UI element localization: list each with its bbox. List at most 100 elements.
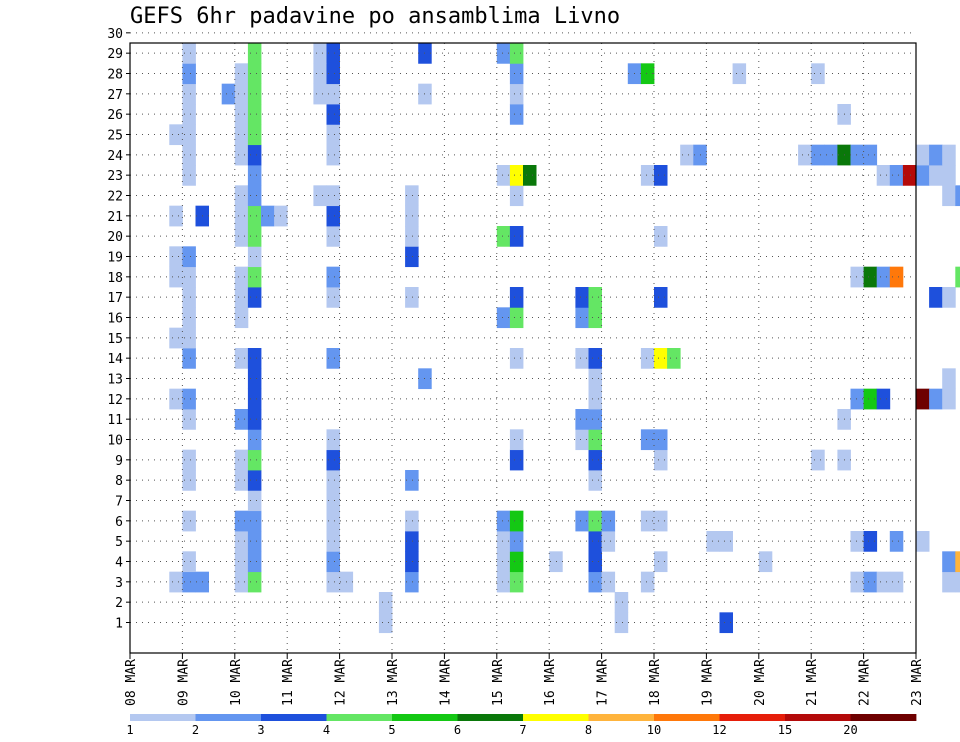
y-tick-label: 5 [115,535,123,550]
heatmap-cell [234,205,249,227]
heatmap-cell [667,348,681,369]
y-tick-label: 17 [107,291,123,306]
heatmap-cell [509,226,524,247]
heatmap-cell [313,43,327,64]
x-tick-label: 21 MAR [805,659,820,706]
heatmap-cell [182,83,196,105]
heatmap-cell [509,429,524,451]
heatmap-cell [247,449,262,471]
heatmap-cell [313,83,327,105]
heatmap-cell [247,287,262,308]
legend-label: 5 [388,723,395,737]
y-tick-label: 1 [115,617,123,632]
heatmap-cell [601,571,616,593]
heatmap-cell [313,185,327,207]
heatmap-cell [326,124,340,146]
heatmap-cell [549,551,563,573]
heatmap-cell [234,571,249,593]
heatmap-cell [942,144,956,166]
y-tick-label: 27 [107,88,123,103]
heatmap-cell [496,165,511,186]
heatmap-cell [405,470,419,491]
heatmap-cell [588,348,602,369]
heatmap-cell [234,287,249,308]
heatmap-cell [234,63,249,85]
heatmap-cell [876,388,891,410]
legend-label: 2 [192,723,199,737]
heatmap-cell [326,449,340,471]
heatmap-cell [234,104,249,125]
heatmap-cell [575,429,589,451]
heatmap-cell [261,205,275,227]
y-tick-label: 23 [107,169,123,184]
x-tick-label: 11 MAR [281,659,296,706]
legend-label: 6 [454,723,461,737]
heatmap-cell [326,83,340,105]
heatmap-cell [654,510,668,532]
legend-swatch [130,714,196,721]
heatmap-cell [234,531,249,552]
heatmap-cell [326,144,340,166]
heatmap-cell [313,63,327,85]
heatmap-cell [654,165,668,186]
heatmap-cell [405,185,419,207]
y-tick-label: 4 [115,556,123,571]
heatmap-cell [405,205,419,227]
heatmap-cell [182,266,196,288]
heatmap-cell [889,266,904,288]
y-tick-label: 7 [115,495,123,510]
heatmap-cell [876,266,891,288]
heatmap-cell [863,266,878,288]
heatmap-cell [326,43,340,64]
heatmap-cell [640,510,655,532]
heatmap-cell [182,124,196,146]
heatmap-cell [234,266,249,288]
heatmap-cell [588,287,602,308]
heatmap-cell [929,388,943,410]
heatmap-cell [326,429,340,451]
heatmap-cell [405,531,419,552]
heatmap-cell [326,571,340,593]
heatmap-cell [509,165,524,186]
heatmap-cell [588,470,602,491]
heatmap-cell [929,287,943,308]
y-tick-label: 18 [107,271,123,286]
heatmap-cell [496,43,511,64]
heatmap-cell [326,185,340,207]
y-tick-label: 26 [107,108,123,123]
legend-swatch [850,714,917,721]
heatmap-cell [588,368,602,390]
heatmap-cell [942,185,956,207]
heatmap-cell [509,43,524,64]
heatmap-cell [326,531,340,552]
heatmap-cell [680,144,694,166]
heatmap-cell [876,571,891,593]
heatmap-cell [221,83,236,105]
heatmap-cell [247,83,262,105]
heatmap-cell [601,510,616,532]
heatmap-cell [247,246,262,268]
heatmap-cell [654,551,668,573]
heatmap-cell [326,490,340,512]
x-tick-label: 10 MAR [229,659,244,706]
heatmap-cell [889,165,904,186]
heatmap-cell [247,124,262,146]
y-tick-label: 30 [107,27,123,42]
heatmap-cell [234,449,249,471]
heatmap-cell [247,63,262,85]
heatmap-cell [523,165,537,186]
heatmap-cell [326,266,340,288]
heatmap-cell [247,266,262,288]
legend-swatch [719,714,786,721]
heatmap-cell [588,409,602,430]
heatmap-cell [719,612,733,634]
heatmap-cell [509,551,524,573]
heatmap-cell [942,165,956,186]
y-tick-label: 14 [107,352,123,367]
heatmap-cell [182,409,196,430]
heatmap-cell [640,429,655,451]
heatmap-cell [326,205,340,227]
heatmap-cell [509,510,524,532]
heatmap-cell [247,165,262,186]
